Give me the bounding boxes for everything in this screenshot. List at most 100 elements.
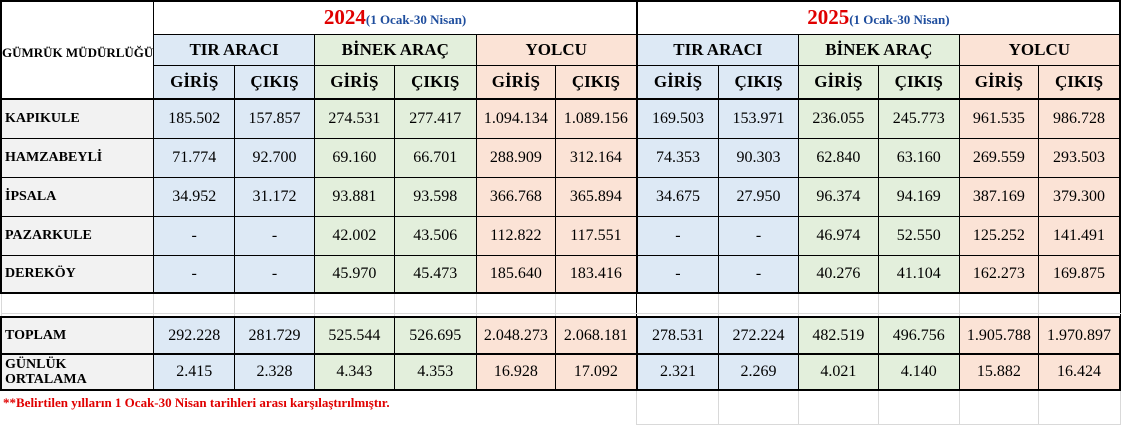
value-cell: - [153,215,236,256]
value-cell: 4.343 [313,353,395,391]
value-cell: 169.875 [1038,254,1121,294]
value-cell: 16.424 [1038,353,1121,391]
empty-cell [636,292,720,314]
value-cell: - [153,254,236,294]
value-cell: 90.303 [718,137,799,178]
customs-office-name: HAMZABEYLİ [0,137,155,178]
value-cell: 52.550 [877,215,960,256]
exit-column-header: ÇIKIŞ [718,64,799,100]
value-cell: 117.551 [555,215,638,256]
value-cell: - [234,215,315,256]
value-cell: 312.164 [555,137,638,178]
table-row: GÜNLÜK ORTALAMA 2.415 2.328 4.343 4.353 16.928… [0,353,1121,391]
value-cell: 525.544 [313,316,395,355]
value-cell: 278.531 [636,316,720,355]
value-cell: - [234,254,315,294]
value-cell: 34.952 [153,176,236,217]
exit-column-header: ÇIKIŞ [555,64,638,100]
group-header: BİNEK ARAÇ [313,33,477,66]
value-cell: 2.048.273 [475,316,557,355]
value-cell: 92.700 [234,137,315,178]
group-header: BİNEK ARAÇ [797,33,960,66]
value-cell: 125.252 [958,215,1040,256]
entry-column-header: GİRİŞ [797,64,879,100]
daily-average-label: GÜNLÜK ORTALAMA [0,353,155,391]
value-cell: 1.905.788 [958,316,1040,355]
value-cell: 366.768 [475,176,557,217]
value-cell: 71.774 [153,137,236,178]
value-cell: 236.055 [797,98,879,139]
value-cell: 96.374 [797,176,879,217]
value-cell: 272.224 [718,316,799,355]
value-cell: 496.756 [877,316,960,355]
value-cell: 62.840 [797,137,879,178]
customs-office-name: DEREKÖY [0,254,155,294]
value-cell: 94.169 [877,176,960,217]
empty-cell [0,292,155,314]
table-row: HAMZABEYLİ 71.774 92.700 69.160 66.701 288.90… [0,137,1121,178]
value-cell: - [636,215,720,256]
value-cell: 288.909 [475,137,557,178]
group-header: YOLCU [958,33,1121,66]
empty-cell [718,389,799,425]
value-cell: 45.473 [393,254,477,294]
group-header: YOLCU [475,33,638,66]
year-2025-header: 2025(1 Ocak-30 Nisan) [636,0,1121,35]
value-cell: - [636,254,720,294]
value-cell: 2.328 [234,353,315,391]
empty-cell [1038,292,1121,314]
exit-column-header: ÇIKIŞ [877,64,960,100]
empty-cell [1038,389,1121,425]
value-cell: 15.882 [958,353,1040,391]
entry-column-header: GİRİŞ [636,64,720,100]
daily-average-line2: ORTALAMA [5,372,87,387]
value-cell: 185.640 [475,254,557,294]
year-2025-range: (1 Ocak-30 Nisan) [849,12,950,28]
empty-cell [877,292,960,314]
entry-column-header: GİRİŞ [958,64,1040,100]
spacer-row [0,292,1121,314]
value-cell: 157.857 [234,98,315,139]
value-cell: 31.172 [234,176,315,217]
value-cell: 277.417 [393,98,477,139]
value-cell: 4.353 [393,353,477,391]
value-cell: 46.974 [797,215,879,256]
customs-office-name: KAPIKULE [0,98,155,139]
value-cell: 63.160 [877,137,960,178]
value-cell: 43.506 [393,215,477,256]
value-cell: 141.491 [1038,215,1121,256]
value-cell: 269.559 [958,137,1040,178]
value-cell: 93.881 [313,176,395,217]
empty-cell [393,292,477,314]
entry-column-header: GİRİŞ [313,64,395,100]
value-cell: 183.416 [555,254,638,294]
value-cell: 66.701 [393,137,477,178]
value-cell: 2.068.181 [555,316,638,355]
value-cell: 1.970.897 [1038,316,1121,355]
daily-average-line1: GÜNLÜK [5,357,67,372]
empty-cell [636,389,720,425]
value-cell: 16.928 [475,353,557,391]
value-cell: 986.728 [1038,98,1121,139]
customs-office-header-text: GÜMRÜK MÜDÜRLÜĞÜ [2,44,154,60]
value-cell: 4.021 [797,353,879,391]
value-cell: 74.353 [636,137,720,178]
table-row: DEREKÖY - -45.970 45.473 185.640 183.416- -40.… [0,254,1121,294]
exit-column-header: ÇIKIŞ [393,64,477,100]
empty-cell [797,292,879,314]
value-cell: 281.729 [234,316,315,355]
value-cell: 153.971 [718,98,799,139]
table-row: TOPLAM 292.228 281.729 525.544 526.695 2.048.… [0,316,1121,355]
value-cell: - [718,215,799,256]
value-cell: 40.276 [797,254,879,294]
empty-cell [877,389,960,425]
totals-label: TOPLAM [0,316,155,355]
value-cell: 1.089.156 [555,98,638,139]
empty-cell [555,292,638,314]
value-cell: 292.228 [153,316,236,355]
value-cell: 961.535 [958,98,1040,139]
value-cell: 42.002 [313,215,395,256]
value-cell: 34.675 [636,176,720,217]
value-cell: 17.092 [555,353,638,391]
value-cell: 482.519 [797,316,879,355]
